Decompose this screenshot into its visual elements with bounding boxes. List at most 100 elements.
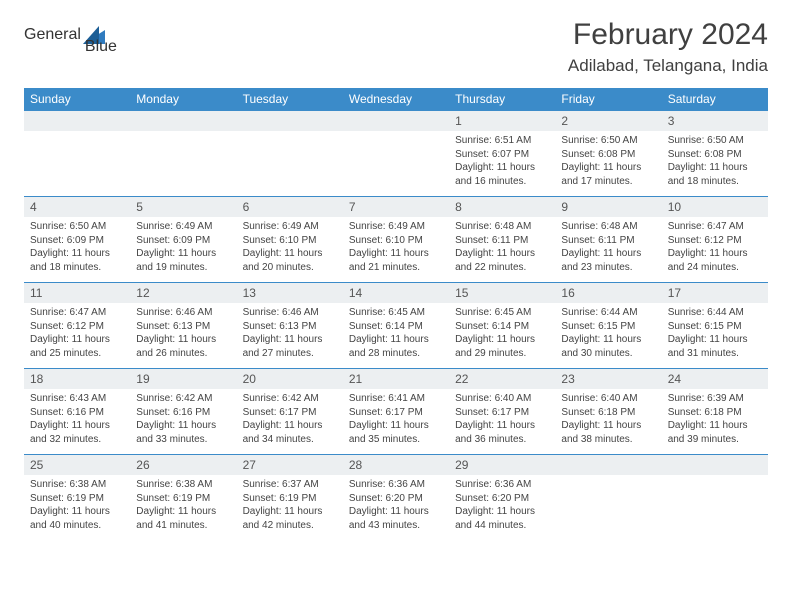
calendar-cell: 6Sunrise: 6:49 AMSunset: 6:10 PMDaylight… xyxy=(237,197,343,283)
day-content: Sunrise: 6:40 AMSunset: 6:18 PMDaylight:… xyxy=(555,389,661,452)
header: General Blue February 2024 Adilabad, Tel… xyxy=(24,18,768,76)
day-content: Sunrise: 6:42 AMSunset: 6:16 PMDaylight:… xyxy=(130,389,236,452)
day-content: Sunrise: 6:45 AMSunset: 6:14 PMDaylight:… xyxy=(343,303,449,366)
day-number: 1 xyxy=(449,111,555,131)
calendar-cell: 18Sunrise: 6:43 AMSunset: 6:16 PMDayligh… xyxy=(24,369,130,455)
calendar-cell: 26Sunrise: 6:38 AMSunset: 6:19 PMDayligh… xyxy=(130,455,236,541)
day-content: Sunrise: 6:45 AMSunset: 6:14 PMDaylight:… xyxy=(449,303,555,366)
day-content: Sunrise: 6:49 AMSunset: 6:10 PMDaylight:… xyxy=(343,217,449,280)
calendar-cell: 3Sunrise: 6:50 AMSunset: 6:08 PMDaylight… xyxy=(662,111,768,197)
day-number: 29 xyxy=(449,455,555,475)
logo-text-blue: Blue xyxy=(85,38,117,56)
calendar-cell: 11Sunrise: 6:47 AMSunset: 6:12 PMDayligh… xyxy=(24,283,130,369)
calendar-cell: 28Sunrise: 6:36 AMSunset: 6:20 PMDayligh… xyxy=(343,455,449,541)
day-number: 19 xyxy=(130,369,236,389)
day-number: 20 xyxy=(237,369,343,389)
day-number: 24 xyxy=(662,369,768,389)
calendar-cell xyxy=(343,111,449,197)
day-number: 25 xyxy=(24,455,130,475)
day-content: Sunrise: 6:43 AMSunset: 6:16 PMDaylight:… xyxy=(24,389,130,452)
day-number: 27 xyxy=(237,455,343,475)
calendar-cell: 25Sunrise: 6:38 AMSunset: 6:19 PMDayligh… xyxy=(24,455,130,541)
location: Adilabad, Telangana, India xyxy=(568,56,768,76)
calendar-cell: 5Sunrise: 6:49 AMSunset: 6:09 PMDaylight… xyxy=(130,197,236,283)
day-number: 6 xyxy=(237,197,343,217)
calendar-table: Sunday Monday Tuesday Wednesday Thursday… xyxy=(24,88,768,541)
weekday-sunday: Sunday xyxy=(24,88,130,111)
calendar-cell: 16Sunrise: 6:44 AMSunset: 6:15 PMDayligh… xyxy=(555,283,661,369)
calendar-cell: 17Sunrise: 6:44 AMSunset: 6:15 PMDayligh… xyxy=(662,283,768,369)
weekday-monday: Monday xyxy=(130,88,236,111)
calendar-week-row: 1Sunrise: 6:51 AMSunset: 6:07 PMDaylight… xyxy=(24,111,768,197)
day-content: Sunrise: 6:50 AMSunset: 6:09 PMDaylight:… xyxy=(24,217,130,280)
day-number: 16 xyxy=(555,283,661,303)
calendar-cell: 20Sunrise: 6:42 AMSunset: 6:17 PMDayligh… xyxy=(237,369,343,455)
day-number: 18 xyxy=(24,369,130,389)
day-number: 17 xyxy=(662,283,768,303)
weekday-friday: Friday xyxy=(555,88,661,111)
calendar-cell xyxy=(555,455,661,541)
day-content: Sunrise: 6:46 AMSunset: 6:13 PMDaylight:… xyxy=(237,303,343,366)
day-number: 11 xyxy=(24,283,130,303)
calendar-cell xyxy=(237,111,343,197)
day-content: Sunrise: 6:41 AMSunset: 6:17 PMDaylight:… xyxy=(343,389,449,452)
day-content: Sunrise: 6:36 AMSunset: 6:20 PMDaylight:… xyxy=(343,475,449,538)
calendar-cell: 23Sunrise: 6:40 AMSunset: 6:18 PMDayligh… xyxy=(555,369,661,455)
calendar-cell: 22Sunrise: 6:40 AMSunset: 6:17 PMDayligh… xyxy=(449,369,555,455)
day-number: 13 xyxy=(237,283,343,303)
day-number: 14 xyxy=(343,283,449,303)
calendar-cell: 14Sunrise: 6:45 AMSunset: 6:14 PMDayligh… xyxy=(343,283,449,369)
day-content: Sunrise: 6:46 AMSunset: 6:13 PMDaylight:… xyxy=(130,303,236,366)
day-number: 5 xyxy=(130,197,236,217)
calendar-cell: 24Sunrise: 6:39 AMSunset: 6:18 PMDayligh… xyxy=(662,369,768,455)
day-content: Sunrise: 6:42 AMSunset: 6:17 PMDaylight:… xyxy=(237,389,343,452)
day-number-empty xyxy=(555,455,661,475)
calendar-cell: 15Sunrise: 6:45 AMSunset: 6:14 PMDayligh… xyxy=(449,283,555,369)
calendar-week-row: 11Sunrise: 6:47 AMSunset: 6:12 PMDayligh… xyxy=(24,283,768,369)
calendar-cell: 2Sunrise: 6:50 AMSunset: 6:08 PMDaylight… xyxy=(555,111,661,197)
calendar-cell: 9Sunrise: 6:48 AMSunset: 6:11 PMDaylight… xyxy=(555,197,661,283)
day-content: Sunrise: 6:50 AMSunset: 6:08 PMDaylight:… xyxy=(662,131,768,194)
day-content: Sunrise: 6:38 AMSunset: 6:19 PMDaylight:… xyxy=(24,475,130,538)
calendar-cell: 10Sunrise: 6:47 AMSunset: 6:12 PMDayligh… xyxy=(662,197,768,283)
day-content: Sunrise: 6:50 AMSunset: 6:08 PMDaylight:… xyxy=(555,131,661,194)
day-content: Sunrise: 6:36 AMSunset: 6:20 PMDaylight:… xyxy=(449,475,555,538)
calendar-cell: 21Sunrise: 6:41 AMSunset: 6:17 PMDayligh… xyxy=(343,369,449,455)
day-content: Sunrise: 6:47 AMSunset: 6:12 PMDaylight:… xyxy=(662,217,768,280)
calendar-week-row: 18Sunrise: 6:43 AMSunset: 6:16 PMDayligh… xyxy=(24,369,768,455)
day-content: Sunrise: 6:48 AMSunset: 6:11 PMDaylight:… xyxy=(555,217,661,280)
calendar-week-row: 25Sunrise: 6:38 AMSunset: 6:19 PMDayligh… xyxy=(24,455,768,541)
day-number: 23 xyxy=(555,369,661,389)
day-content: Sunrise: 6:37 AMSunset: 6:19 PMDaylight:… xyxy=(237,475,343,538)
title-block: February 2024 Adilabad, Telangana, India xyxy=(568,18,768,76)
day-content: Sunrise: 6:38 AMSunset: 6:19 PMDaylight:… xyxy=(130,475,236,538)
calendar-week-row: 4Sunrise: 6:50 AMSunset: 6:09 PMDaylight… xyxy=(24,197,768,283)
weekday-wednesday: Wednesday xyxy=(343,88,449,111)
logo: General Blue xyxy=(24,26,117,44)
day-number: 21 xyxy=(343,369,449,389)
weekday-thursday: Thursday xyxy=(449,88,555,111)
day-number: 7 xyxy=(343,197,449,217)
day-number: 10 xyxy=(662,197,768,217)
calendar-cell: 19Sunrise: 6:42 AMSunset: 6:16 PMDayligh… xyxy=(130,369,236,455)
day-number: 8 xyxy=(449,197,555,217)
calendar-cell: 13Sunrise: 6:46 AMSunset: 6:13 PMDayligh… xyxy=(237,283,343,369)
day-number: 2 xyxy=(555,111,661,131)
day-number-empty xyxy=(343,111,449,131)
calendar-cell: 1Sunrise: 6:51 AMSunset: 6:07 PMDaylight… xyxy=(449,111,555,197)
day-number-empty xyxy=(662,455,768,475)
day-number: 15 xyxy=(449,283,555,303)
calendar-cell: 7Sunrise: 6:49 AMSunset: 6:10 PMDaylight… xyxy=(343,197,449,283)
calendar-cell xyxy=(24,111,130,197)
day-content: Sunrise: 6:47 AMSunset: 6:12 PMDaylight:… xyxy=(24,303,130,366)
day-number: 22 xyxy=(449,369,555,389)
day-number: 12 xyxy=(130,283,236,303)
day-content: Sunrise: 6:44 AMSunset: 6:15 PMDaylight:… xyxy=(662,303,768,366)
logo-text-general: General xyxy=(24,26,81,44)
day-content: Sunrise: 6:49 AMSunset: 6:09 PMDaylight:… xyxy=(130,217,236,280)
day-number-empty xyxy=(237,111,343,131)
day-number: 4 xyxy=(24,197,130,217)
day-number-empty xyxy=(130,111,236,131)
calendar-cell: 29Sunrise: 6:36 AMSunset: 6:20 PMDayligh… xyxy=(449,455,555,541)
day-number: 9 xyxy=(555,197,661,217)
